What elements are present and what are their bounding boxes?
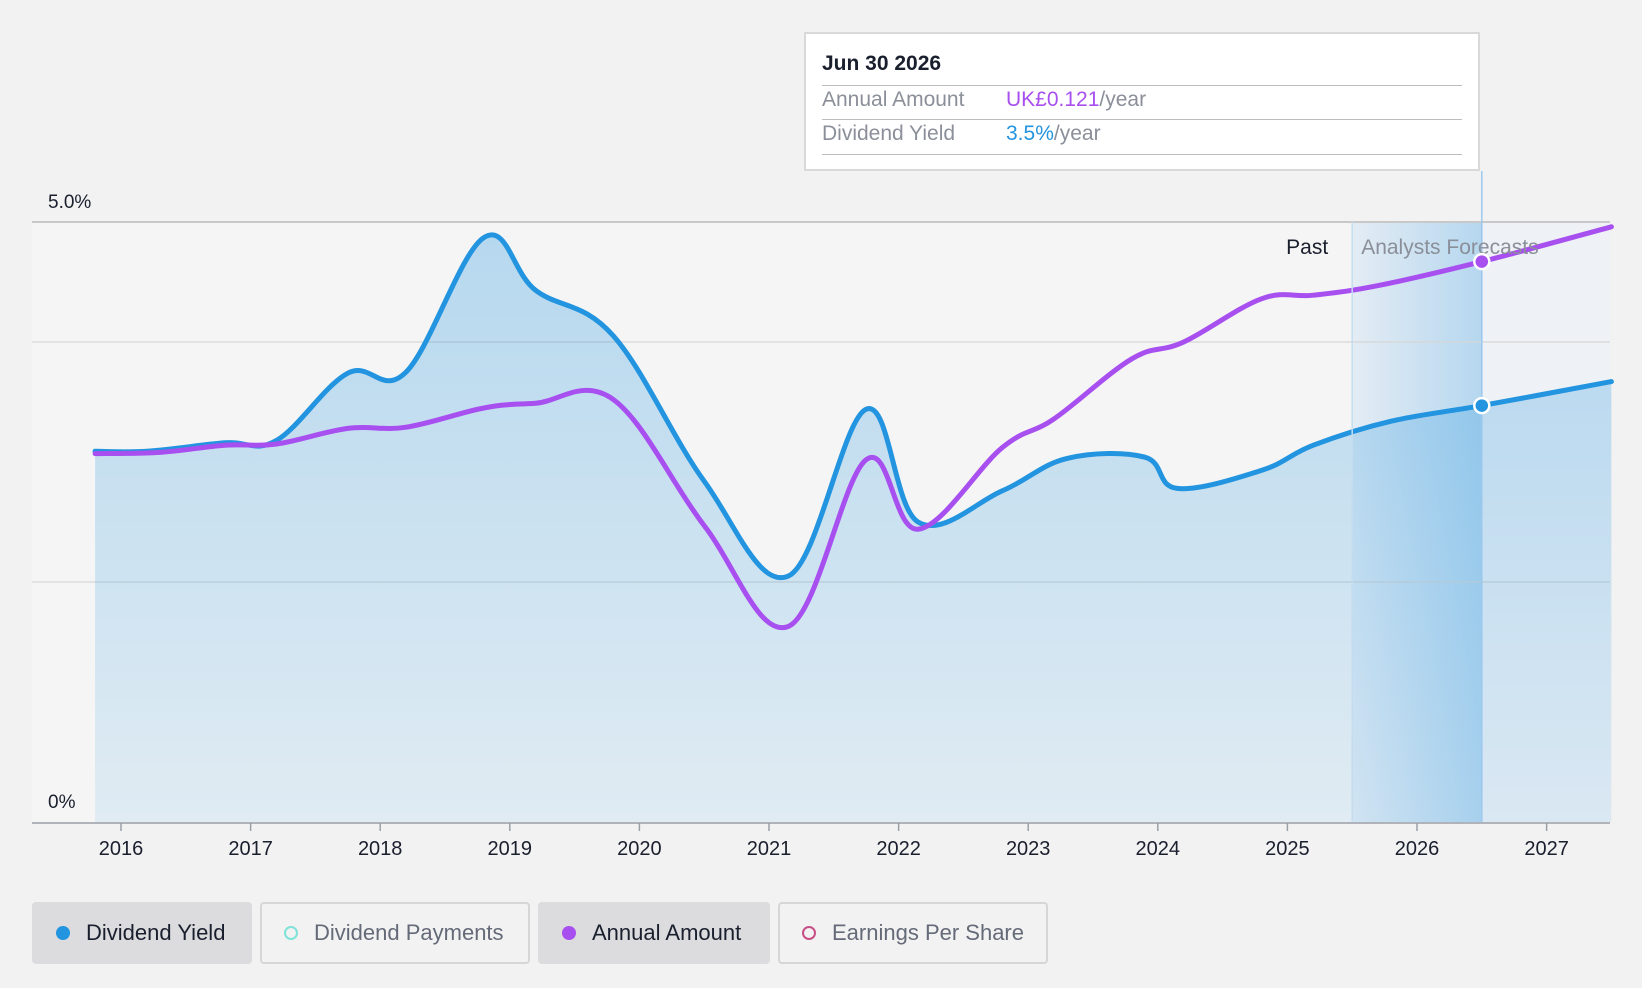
legend-label: Earnings Per Share bbox=[832, 920, 1024, 945]
series-marker bbox=[1473, 252, 1491, 271]
legend-earnings-per-share[interactable]: Earnings Per Share bbox=[778, 902, 1048, 964]
x-tick-label: 2025 bbox=[1265, 838, 1310, 860]
dividend-chart: 5.0% 0% 2016 2017 2018 2019 2020 2021 2022 2023 20… bbox=[32, 171, 1614, 860]
x-tick-label: 2026 bbox=[1395, 838, 1440, 860]
legend-label: Dividend Yield bbox=[86, 920, 226, 945]
x-tick-label: 2022 bbox=[876, 838, 921, 860]
legend-label: Dividend Payments bbox=[314, 920, 504, 945]
tooltip-divider bbox=[822, 154, 1462, 155]
series-line-annual-amount bbox=[92, 224, 1614, 631]
x-tick-label: 2027 bbox=[1524, 838, 1569, 860]
tooltip-row-value: 3.5% bbox=[1006, 122, 1054, 145]
annual-amount-dot-icon bbox=[562, 926, 576, 940]
x-tick-label: 2016 bbox=[99, 838, 144, 860]
x-tick-label: 2021 bbox=[747, 838, 792, 860]
tooltip-divider bbox=[822, 85, 1462, 86]
tooltip-row-unit: /year bbox=[1053, 122, 1101, 145]
series-line-dividend-yield bbox=[92, 232, 1614, 581]
past-label: Past bbox=[1286, 236, 1328, 259]
forecast-label: Analysts Forecasts bbox=[1361, 236, 1538, 259]
x-tick-label: 2020 bbox=[617, 838, 662, 860]
x-tick-label: 2017 bbox=[228, 838, 273, 860]
x-tick-label: 2023 bbox=[1006, 838, 1051, 860]
x-tick-label: 2019 bbox=[488, 838, 533, 860]
legend-dividend-payments[interactable]: Dividend Payments bbox=[260, 902, 530, 964]
legend-dividend-yield[interactable]: Dividend Yield bbox=[32, 902, 252, 964]
tooltip-row-unit: /year bbox=[1099, 88, 1147, 111]
dividend-yield-dot-icon bbox=[56, 926, 70, 940]
tooltip-row-dividend-yield: Dividend Yield 3.5%/year bbox=[822, 122, 1101, 146]
legend-label: Annual Amount bbox=[592, 920, 742, 945]
tooltip-row-label: Annual Amount bbox=[822, 88, 965, 111]
dividend-payments-ring-icon bbox=[284, 926, 298, 940]
series-area-dividend-yield bbox=[95, 234, 1612, 823]
legend-annual-amount[interactable]: Annual Amount bbox=[538, 902, 770, 964]
tooltip-row-annual-amount: Annual Amount UK£0.121/year bbox=[822, 88, 1146, 112]
earnings-per-share-ring-icon bbox=[802, 926, 816, 940]
chart-tooltip: Jun 30 2026 Annual Amount UK£0.121/year D… bbox=[804, 32, 1480, 171]
tooltip-row-label: Dividend Yield bbox=[822, 122, 956, 145]
tooltip-row-value: UK£0.121 bbox=[1006, 88, 1100, 111]
y-tick-label: 5.0% bbox=[48, 192, 91, 213]
y-tick-label: 0% bbox=[48, 792, 76, 813]
tooltip-date: Jun 30 2026 bbox=[822, 52, 942, 75]
series-marker bbox=[1473, 396, 1491, 415]
tooltip-divider bbox=[822, 119, 1462, 120]
x-tick-label: 2018 bbox=[358, 838, 403, 860]
x-tick-label: 2024 bbox=[1136, 838, 1181, 860]
